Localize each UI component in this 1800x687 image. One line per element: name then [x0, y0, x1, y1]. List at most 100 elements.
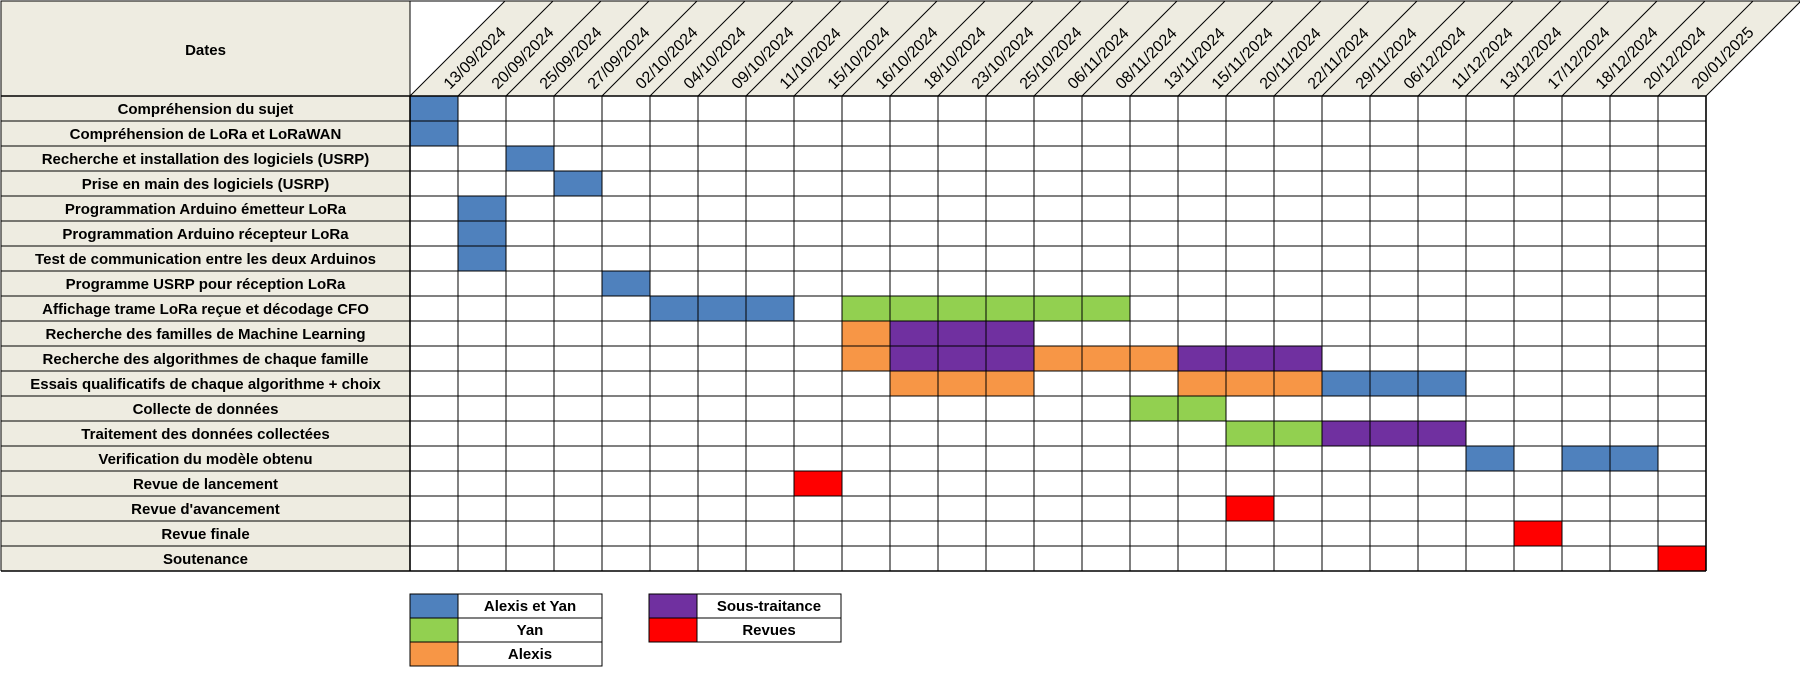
task-label-12: Essais qualificatifs de chaque algorithm… — [30, 376, 381, 393]
task-label-19: Soutenance — [163, 551, 248, 568]
header-col-line — [1225, 0, 1322, 97]
task-label-8: Programme USRP pour réception LoRa — [66, 276, 346, 293]
header-col-line — [697, 0, 794, 97]
task-cell-10-2 — [890, 321, 938, 346]
header-col-line — [1177, 0, 1274, 97]
header-col-line — [1033, 0, 1130, 97]
task-cell-12-1 — [890, 371, 938, 396]
task-label-17: Revue d'avancement — [131, 501, 280, 518]
task-cell-9-5 — [890, 296, 938, 321]
task-cell-9-3 — [746, 296, 794, 321]
legend-label-yan: Yan — [517, 622, 544, 639]
header-col-line — [841, 0, 938, 97]
header-label-cell — [0, 0, 411, 97]
header-col-line — [1657, 0, 1754, 97]
header-col-line — [1465, 0, 1562, 97]
task-label-1: Compréhension du sujet — [118, 101, 294, 118]
task-cell-15-2 — [1562, 446, 1610, 471]
task-cell-11-4 — [986, 346, 1034, 371]
header-col-line — [601, 0, 698, 97]
task-cell-14-3 — [1322, 421, 1370, 446]
task-cell-15-3 — [1610, 446, 1658, 471]
header-col-line — [457, 0, 554, 97]
header-col-line — [1081, 0, 1178, 97]
header-col-line — [409, 0, 506, 97]
legend-swatch-alexis_yan — [409, 593, 459, 619]
task-cell-12-8 — [1370, 371, 1418, 396]
task-cell-12-3 — [986, 371, 1034, 396]
task-label-13: Collecte de données — [133, 401, 279, 418]
task-cell-18-1 — [1514, 521, 1562, 546]
task-label-15: Verification du modèle obtenu — [98, 451, 312, 468]
header-col-line — [1609, 0, 1706, 97]
task-cell-7-1 — [458, 246, 506, 271]
legend-swatch-revues — [648, 617, 698, 643]
task-cell-11-6 — [1082, 346, 1130, 371]
task-label-10: Recherche des familles de Machine Learni… — [45, 326, 365, 343]
task-cell-9-6 — [938, 296, 986, 321]
task-cell-8-1 — [602, 271, 650, 296]
task-cell-12-7 — [1322, 371, 1370, 396]
task-cell-2-1 — [410, 121, 458, 146]
legend-cell-revues — [696, 617, 842, 643]
date-header-band — [410, 1, 1800, 96]
task-cell-17-1 — [1226, 496, 1274, 521]
task-cell-13-1 — [1130, 396, 1178, 421]
task-cell-10-3 — [938, 321, 986, 346]
dates-header: Dates — [185, 42, 226, 59]
task-cell-11-8 — [1178, 346, 1226, 371]
legend-swatch-yan — [409, 617, 459, 643]
task-label-9: Affichage trame LoRa reçue et décodage C… — [42, 301, 369, 318]
header-col-line — [1321, 0, 1418, 97]
header-col-line — [937, 0, 1034, 97]
task-cell-12-5 — [1226, 371, 1274, 396]
header-col-line — [1129, 0, 1226, 97]
task-label-11: Recherche des algorithmes de chaque fami… — [43, 351, 369, 368]
task-cell-9-9 — [1082, 296, 1130, 321]
task-cell-11-5 — [1034, 346, 1082, 371]
task-label-14: Traitement des données collectées — [81, 426, 329, 443]
task-cell-3-1 — [506, 146, 554, 171]
task-cell-13-2 — [1178, 396, 1226, 421]
task-cell-9-1 — [650, 296, 698, 321]
header-col-line — [1705, 1, 1800, 97]
task-label-5: Programmation Arduino émetteur LoRa — [65, 201, 347, 218]
task-label-2: Compréhension de LoRa et LoRaWAN — [70, 126, 342, 143]
task-label-16: Revue de lancement — [133, 476, 278, 493]
task-cell-11-9 — [1226, 346, 1274, 371]
header-col-line — [793, 0, 890, 97]
task-cell-14-1 — [1226, 421, 1274, 446]
task-cell-16-1 — [794, 471, 842, 496]
header-col-line — [889, 0, 986, 97]
legend-swatch-sous_traitance — [648, 593, 698, 619]
legend-swatch-alexis — [409, 641, 459, 667]
task-cell-15-1 — [1466, 446, 1514, 471]
header-col-line — [553, 0, 650, 97]
task-cell-11-3 — [938, 346, 986, 371]
header-col-line — [1273, 0, 1370, 97]
task-cell-14-2 — [1274, 421, 1322, 446]
task-cell-4-1 — [554, 171, 602, 196]
task-cell-9-4 — [842, 296, 890, 321]
legend-label-sous_traitance: Sous-traitance — [717, 598, 821, 615]
task-cell-12-2 — [938, 371, 986, 396]
task-cell-10-4 — [986, 321, 1034, 346]
legend-cell-alexis — [457, 641, 603, 667]
header-col-line — [1417, 0, 1514, 97]
header-col-line — [1513, 0, 1610, 97]
task-cell-1-1 — [410, 96, 458, 121]
header-col-line — [649, 0, 746, 97]
task-cell-10-1 — [842, 321, 890, 346]
task-label-column — [1, 96, 410, 571]
task-label-4: Prise en main des logiciels (USRP) — [82, 176, 330, 193]
legend-cell-yan — [457, 617, 603, 643]
task-cell-12-6 — [1274, 371, 1322, 396]
task-cell-9-8 — [1034, 296, 1082, 321]
task-cell-9-7 — [986, 296, 1034, 321]
legend-cell-sous_traitance — [696, 593, 842, 619]
task-label-18: Revue finale — [161, 526, 249, 543]
legend-label-alexis_yan: Alexis et Yan — [484, 598, 576, 615]
task-cell-6-1 — [458, 221, 506, 246]
header-col-line — [1369, 0, 1466, 97]
